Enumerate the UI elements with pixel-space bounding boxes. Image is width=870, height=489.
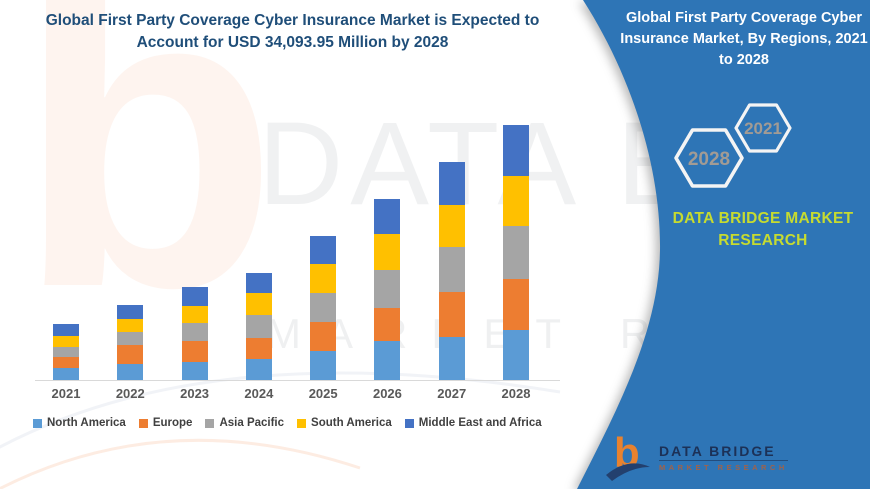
bar-segment-middle-east-and-africa bbox=[374, 198, 401, 234]
bar-segment-middle-east-and-africa bbox=[245, 272, 272, 293]
bar-segment-middle-east-and-africa bbox=[310, 235, 337, 264]
chart-legend: North America Europe Asia Pacific South Ame… bbox=[33, 417, 573, 429]
bar-segment-north-america bbox=[438, 336, 465, 380]
legend-swatch-icon bbox=[404, 418, 414, 428]
legend-swatch-icon bbox=[138, 418, 148, 428]
bar-segment-asia-pacific bbox=[438, 247, 465, 293]
bar-segment-south-america bbox=[438, 205, 465, 248]
year-label-2025: 2025 bbox=[308, 386, 338, 401]
legend-item-south-america: South America bbox=[297, 417, 392, 429]
bar-segment-north-america bbox=[53, 368, 79, 380]
bar-segment-middle-east-and-africa bbox=[53, 324, 79, 336]
x-axis-labels: 2021 2022 2023 2024 2025 2026 2027 2028 bbox=[35, 386, 560, 404]
legend-item-middle-east-and-africa: Middle East and Africa bbox=[404, 417, 542, 429]
bar-segment-asia-pacific bbox=[117, 331, 144, 346]
bar-segment-asia-pacific bbox=[181, 323, 208, 341]
brand-name-text: DATA BRIDGE MARKET RESEARCH bbox=[672, 210, 854, 249]
blue-curved-panel bbox=[577, 0, 870, 489]
bar-segment-asia-pacific bbox=[503, 226, 530, 279]
legend-label: Middle East and Africa bbox=[418, 417, 542, 429]
legend-swatch-icon bbox=[205, 418, 215, 428]
stacked-bar-2025 bbox=[310, 235, 337, 380]
bar-segment-south-america bbox=[53, 335, 79, 347]
year-hexagons: 2028 2021 bbox=[674, 103, 792, 188]
stacked-bar-2023 bbox=[181, 287, 208, 380]
legend-item-north-america: North America bbox=[33, 417, 126, 429]
bar-segment-europe bbox=[117, 345, 144, 365]
bar-segment-asia-pacific bbox=[53, 346, 79, 357]
bar-segment-europe bbox=[245, 338, 272, 359]
bar-segment-middle-east-and-africa bbox=[503, 125, 530, 176]
hexagon-year-2021: 2021 bbox=[744, 119, 782, 138]
stacked-bar-2026 bbox=[374, 198, 401, 380]
bar-segment-europe bbox=[503, 278, 530, 330]
chart-plot bbox=[35, 100, 560, 381]
year-label-2027: 2027 bbox=[437, 386, 467, 401]
right-panel-title: Global First Party Coverage Cyber Insura… bbox=[620, 10, 868, 69]
stacked-bar-2022 bbox=[117, 305, 144, 380]
bar-segment-south-america bbox=[374, 233, 401, 271]
legend-swatch-icon bbox=[33, 418, 42, 428]
footer-logo: b DATA BRIDGE MARKET RESEARCH bbox=[604, 431, 788, 483]
hexagon-2021 bbox=[734, 103, 792, 153]
logo-swoosh bbox=[606, 463, 650, 481]
legend-label: Asia Pacific bbox=[219, 417, 285, 429]
hexagon-2028 bbox=[674, 128, 744, 188]
bar-segment-asia-pacific bbox=[245, 314, 272, 339]
bar-segment-north-america bbox=[310, 350, 337, 380]
bar-segment-south-america bbox=[503, 175, 530, 227]
bar-segment-south-america bbox=[245, 292, 272, 315]
logo-tagline: MARKET RESEARCH bbox=[659, 462, 788, 472]
bar-segment-europe bbox=[310, 321, 337, 351]
bar-segment-middle-east-and-africa bbox=[438, 161, 465, 206]
year-label-2024: 2024 bbox=[244, 386, 274, 401]
bar-segment-north-america bbox=[181, 361, 208, 380]
bar-segment-europe bbox=[181, 340, 208, 362]
legend-label: South America bbox=[311, 417, 392, 429]
legend-item-asia-pacific: Asia Pacific bbox=[205, 417, 284, 429]
stacked-bar-2024 bbox=[245, 272, 272, 380]
bar-segment-south-america bbox=[181, 305, 208, 324]
bar-segment-north-america bbox=[374, 340, 401, 380]
bar-segment-north-america bbox=[245, 358, 272, 380]
year-label-2023: 2023 bbox=[180, 386, 210, 401]
bar-segment-europe bbox=[438, 292, 465, 337]
year-label-2026: 2026 bbox=[372, 386, 402, 401]
bar-segment-asia-pacific bbox=[374, 270, 401, 309]
stacked-bar-2021 bbox=[53, 324, 79, 380]
legend-label: Europe bbox=[152, 417, 193, 429]
hexagon-year-2028: 2028 bbox=[688, 149, 730, 170]
year-label-2028: 2028 bbox=[501, 386, 531, 401]
year-label-2022: 2022 bbox=[115, 386, 145, 401]
legend-item-europe: Europe bbox=[138, 417, 193, 429]
bar-segment-europe bbox=[53, 356, 79, 369]
bar-segment-europe bbox=[374, 308, 401, 341]
legend-swatch-icon bbox=[297, 418, 307, 428]
bar-segment-middle-east-and-africa bbox=[117, 305, 144, 319]
legend-label: North America bbox=[47, 417, 126, 429]
chart-title: Global First Party Coverage Cyber Insura… bbox=[45, 12, 540, 51]
bar-segment-north-america bbox=[117, 364, 144, 380]
bar-segment-middle-east-and-africa bbox=[181, 287, 208, 306]
data-bridge-logo-icon: b bbox=[606, 431, 650, 481]
bar-segment-south-america bbox=[117, 318, 144, 332]
stacked-bar-2027 bbox=[438, 161, 465, 380]
bar-segment-asia-pacific bbox=[310, 293, 337, 322]
stacked-bar-2028 bbox=[503, 125, 530, 380]
bar-segment-north-america bbox=[503, 329, 530, 380]
logo-wordmark: DATA BRIDGE bbox=[659, 443, 788, 461]
bar-segment-south-america bbox=[310, 263, 337, 294]
year-label-2021: 2021 bbox=[51, 386, 81, 401]
